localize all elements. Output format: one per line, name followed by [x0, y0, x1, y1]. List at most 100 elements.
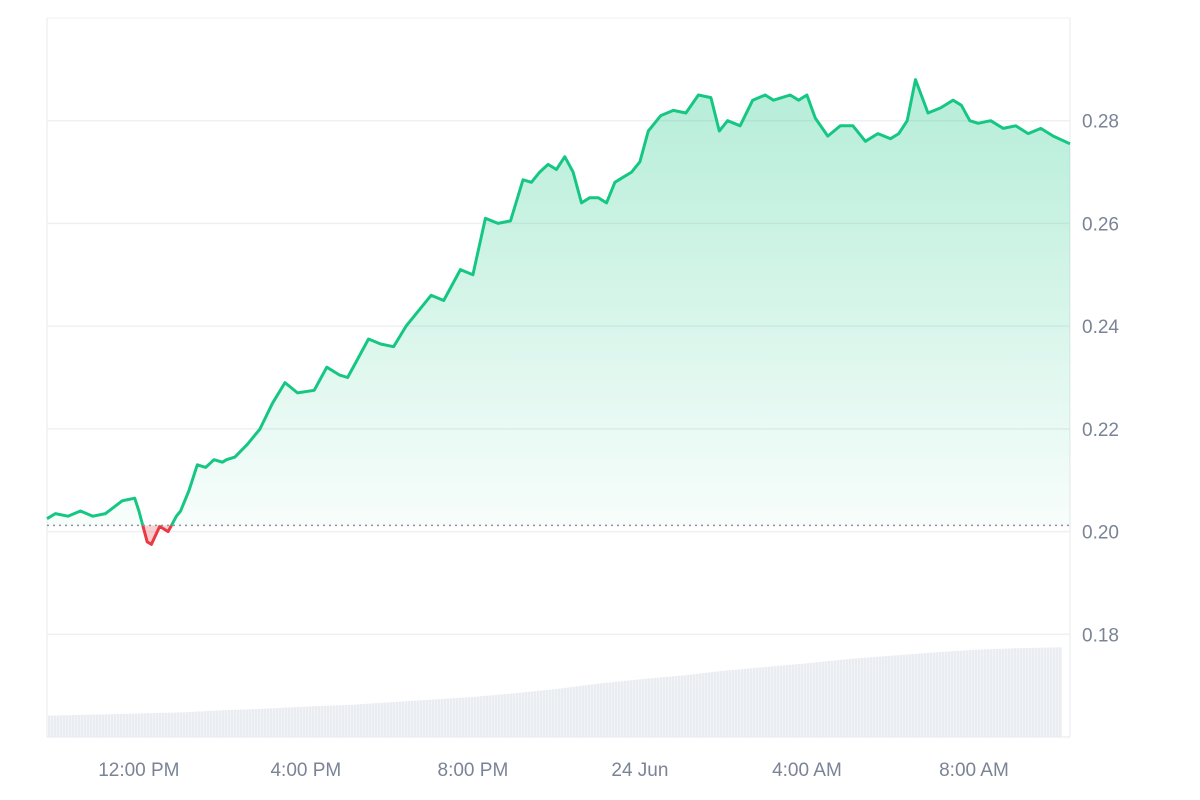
volume-bar: [594, 684, 597, 737]
volume-bar: [222, 710, 225, 737]
volume-bar: [558, 688, 561, 737]
volume-bar: [276, 708, 279, 737]
volume-bar: [1002, 648, 1005, 737]
volume-bar: [612, 682, 615, 737]
volume-bar: [171, 712, 174, 737]
volume-bar: [780, 665, 783, 737]
volume-bar: [96, 714, 99, 737]
volume-bar: [582, 685, 585, 737]
volume-bar: [315, 706, 318, 737]
volume-bar: [312, 706, 315, 737]
volume-bar: [840, 659, 843, 737]
volume-bar: [642, 679, 645, 737]
volume-bar: [1053, 647, 1056, 737]
volume-bar: [489, 695, 492, 737]
volume-bar: [903, 654, 906, 737]
volume-bar: [474, 696, 477, 737]
volume-bar: [732, 669, 735, 737]
volume-bar: [81, 714, 84, 737]
volume-bar: [1056, 647, 1059, 737]
volume-bar: [225, 710, 228, 737]
volume-bar: [705, 672, 708, 737]
volume-bar: [750, 668, 753, 737]
volume-bar: [252, 709, 255, 737]
volume-bar: [684, 675, 687, 737]
volume-bar: [324, 705, 327, 737]
volume-bar: [366, 703, 369, 737]
volume-bar: [234, 709, 237, 737]
volume-bar: [303, 706, 306, 737]
volume-bar: [459, 697, 462, 737]
volume-bar: [219, 710, 222, 737]
volume-bar: [837, 660, 840, 737]
volume-bar: [996, 648, 999, 737]
volume-bar: [645, 678, 648, 737]
volume-bar: [327, 705, 330, 737]
volume-bar: [549, 689, 552, 737]
volume-bar: [879, 656, 882, 737]
volume-bar: [183, 712, 186, 737]
volume-bar: [69, 715, 72, 737]
volume-bar: [399, 701, 402, 737]
volume-bar: [450, 698, 453, 737]
volume-bar: [141, 713, 144, 737]
volume-bar: [465, 697, 468, 737]
volume-bar: [570, 687, 573, 737]
volume-bar: [738, 669, 741, 737]
volume-bar: [174, 712, 177, 737]
volume-bar: [579, 685, 582, 737]
volume-bar: [864, 657, 867, 737]
volume-bar: [960, 650, 963, 737]
volume-bar: [693, 674, 696, 737]
y-axis: 0.18 0.20 0.22 0.24 0.26 0.28: [1082, 112, 1119, 647]
y-tick-label: 0.18: [1082, 625, 1119, 646]
volume-bar: [231, 709, 234, 737]
volume-bar: [273, 708, 276, 737]
volume-bar: [759, 667, 762, 737]
volume-bar: [534, 691, 537, 737]
volume-bar: [357, 704, 360, 737]
volume-bar: [525, 692, 528, 737]
volume-bar: [852, 658, 855, 737]
volume-bar: [306, 706, 309, 737]
volume-bar: [630, 680, 633, 737]
volume-bar: [615, 681, 618, 737]
volume-bar: [198, 711, 201, 737]
volume-bar: [510, 693, 513, 737]
volume-bar: [735, 669, 738, 737]
volume-bar: [351, 704, 354, 737]
volume-bar: [117, 714, 120, 737]
volume-bar: [690, 674, 693, 737]
volume-bar: [348, 704, 351, 737]
volume-bar: [711, 672, 714, 737]
volume-bar: [939, 652, 942, 737]
volume-bar: [75, 715, 78, 737]
volume-bar: [768, 666, 771, 737]
volume-bar: [888, 655, 891, 737]
volume-bar: [951, 651, 954, 737]
volume-bar: [978, 649, 981, 737]
volume-bar: [441, 698, 444, 737]
volume-bar: [624, 680, 627, 737]
volume-bar: [876, 656, 879, 737]
volume-bar: [981, 649, 984, 737]
volume-bar: [393, 701, 396, 737]
volume-bar: [342, 705, 345, 737]
volume-bar: [747, 668, 750, 737]
volume-bar: [456, 697, 459, 737]
volume-bar: [678, 675, 681, 737]
volume-bar: [204, 711, 207, 737]
volume-bar: [639, 679, 642, 737]
volume-bar: [810, 662, 813, 737]
volume-bar: [159, 712, 162, 737]
volume-bar: [498, 694, 501, 737]
volume-bar: [681, 675, 684, 737]
volume-bar: [906, 654, 909, 737]
volume-bar: [363, 703, 366, 737]
volume-bar: [708, 672, 711, 737]
volume-bar: [495, 694, 498, 737]
volume-bar: [492, 695, 495, 737]
volume-bar: [930, 652, 933, 737]
volume-bar: [774, 666, 777, 737]
